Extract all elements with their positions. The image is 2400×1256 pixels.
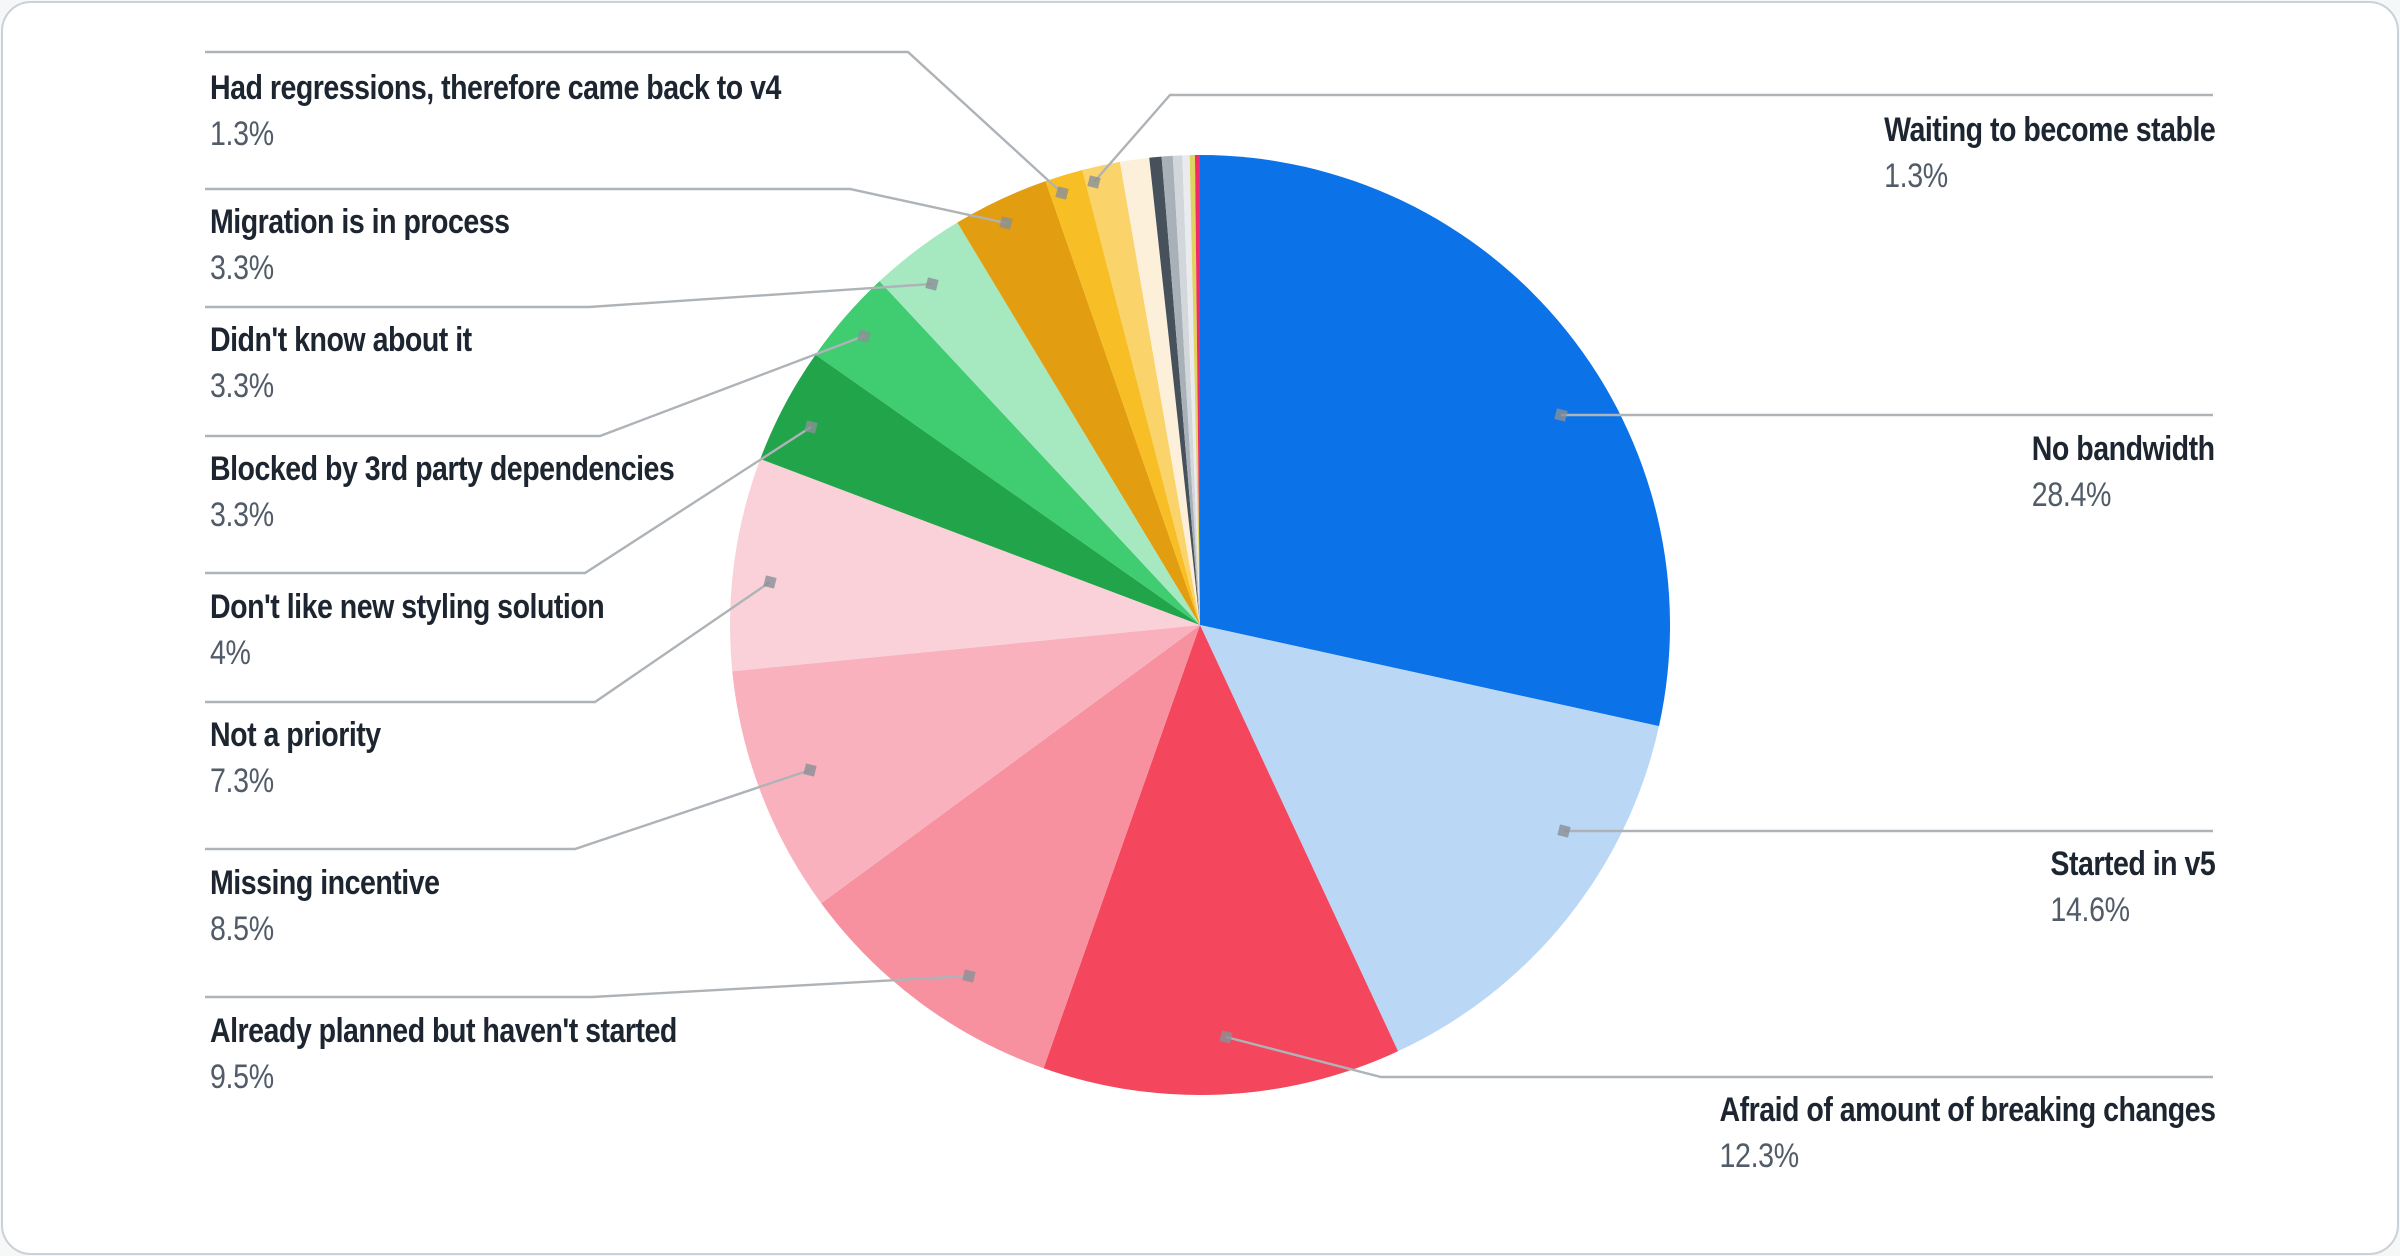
pie-slice-unlabeled-16[interactable] [1182,155,1200,626]
leader-line-already-planned-but-haven-t-started [205,974,970,999]
pie-slice-didn-t-know-about-it[interactable] [879,222,1200,626]
leader-line-not-a-priority [205,581,771,704]
pie-slice-blocked-by-3rd-party-dependencies[interactable] [815,281,1200,625]
pie-slice-had-regressions-therefore-came-back-to-v4[interactable] [1045,169,1200,625]
leader-line-had-regressions-therefore-came-back-to-v4 [205,50,1063,194]
leader-marker-blocked-by-3rd-party-dependencies [857,329,871,343]
leader-marker-already-planned-but-haven-t-started [962,969,976,983]
pie-slice-already-planned-but-haven-t-started[interactable] [821,625,1200,1069]
leader-line-missing-incentive [205,768,811,851]
pie-slice-waiting-to-become-stable[interactable] [1082,161,1200,625]
pie-slice-unlabeled-17[interactable] [1189,155,1200,625]
leader-marker-don-t-like-new-styling-solution [804,420,818,434]
leader-marker-waiting-to-become-stable [1087,175,1101,189]
leader-marker-missing-incentive [803,763,817,777]
leader-marker-migration-is-in-process [999,216,1013,230]
pie-slice-missing-incentive[interactable] [732,625,1200,904]
leader-marker-had-regressions-therefore-came-back-to-v4 [1055,186,1069,200]
pie-slice-unlabeled-18[interactable] [1194,155,1200,625]
pie-slice-not-a-priority[interactable] [730,459,1200,672]
leader-marker-didn-t-know-about-it [925,277,939,291]
leader-marker-afraid-of-amount-of-breaking-changes [1219,1030,1233,1044]
leader-line-blocked-by-3rd-party-dependencies [205,334,865,438]
leader-marker-no-bandwidth [1554,408,1568,422]
pie-slice-unlabeled-15[interactable] [1172,155,1200,625]
pie-slice-migration-is-in-process[interactable] [957,181,1200,626]
pie-slice-don-t-like-new-styling-solution[interactable] [760,354,1200,625]
leader-line-didn-t-know-about-it [205,282,933,309]
leader-marker-started-in-v5 [1557,824,1571,838]
pie-slice-started-in-v5[interactable] [1200,625,1659,1052]
pie-slice-unlabeled-12[interactable] [1119,157,1200,625]
pie-slice-no-bandwidth[interactable] [1200,155,1670,727]
pie-slice-afraid-of-amount-of-breaking-changes[interactable] [1043,625,1399,1096]
leader-line-waiting-to-become-stable [1093,93,2213,183]
pie-slice-unlabeled-14[interactable] [1161,155,1200,626]
pie-slice-unlabeled-13[interactable] [1149,156,1200,625]
leader-line-migration-is-in-process [205,187,1007,225]
leader-marker-not-a-priority [763,575,777,589]
leader-line-afraid-of-amount-of-breaking-changes [1225,1035,2213,1079]
leader-line-don-t-like-new-styling-solution [205,425,812,575]
